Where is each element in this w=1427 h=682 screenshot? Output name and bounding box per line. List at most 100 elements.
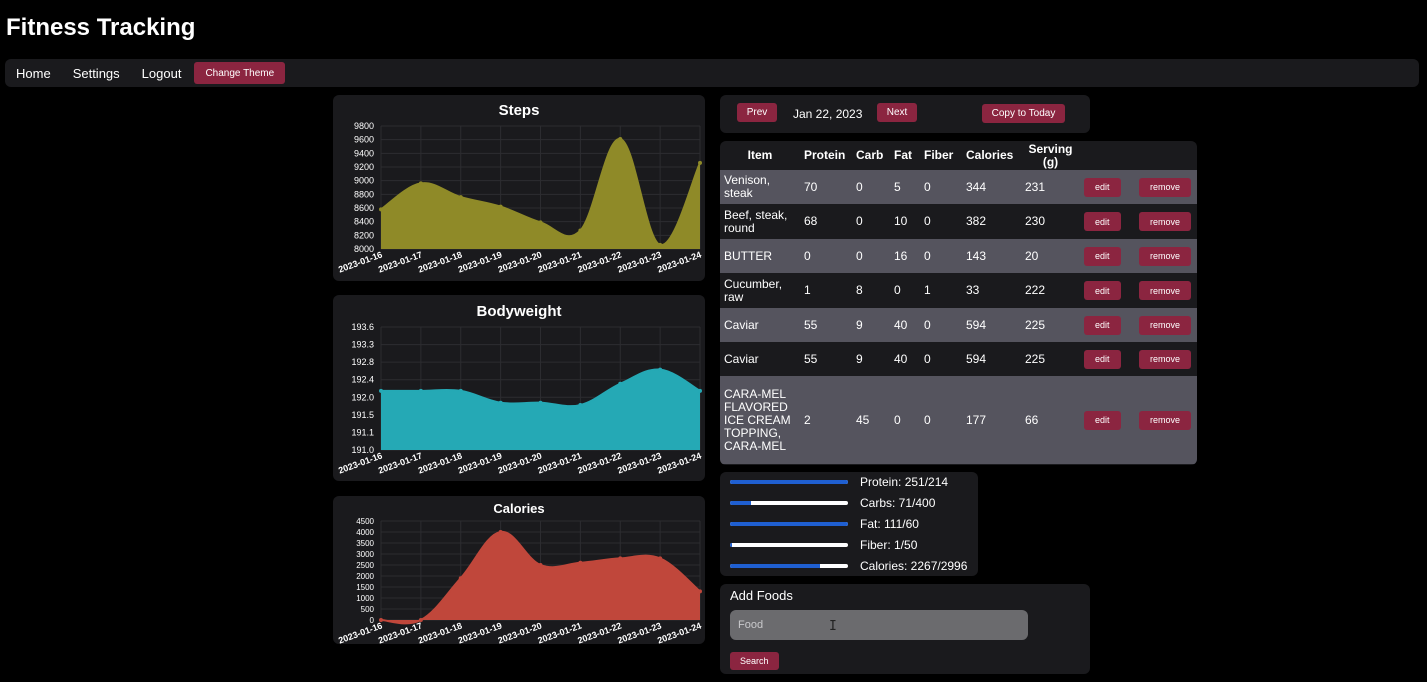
serving-cell: 20	[1025, 248, 1039, 263]
table-row: Venison, steak 70 0 5 0 344 231 edit remove	[720, 170, 1197, 204]
data-point	[698, 589, 702, 594]
table-row: Beef, steak, round 68 0 10 0 382 230 edit remove	[720, 204, 1197, 239]
x-tick-label: 2023-01-18	[417, 450, 464, 475]
data-point	[658, 242, 663, 247]
y-tick-label: 193.3	[351, 340, 374, 350]
remove-button[interactable]: remove	[1139, 212, 1192, 231]
fat-cell: 0	[894, 283, 901, 297]
next-day-button[interactable]: Next	[877, 103, 917, 122]
data-point	[618, 556, 623, 561]
remove-button[interactable]: remove	[1139, 246, 1192, 266]
y-tick-label: 3000	[356, 550, 374, 559]
nav-settings-link[interactable]: Settings	[72, 65, 120, 81]
calories-cell: 344	[966, 179, 987, 194]
y-tick-label: 0	[370, 616, 375, 625]
prev-day-button[interactable]: Prev	[737, 103, 777, 122]
x-tick-label: 2023-01-24	[656, 620, 703, 644]
carb-cell: 0	[856, 179, 863, 194]
series-line	[380, 137, 701, 246]
calories-cell: 594	[966, 317, 987, 332]
remove-button[interactable]: remove	[1139, 281, 1192, 300]
remove-button[interactable]: remove	[1139, 315, 1192, 335]
data-point	[379, 207, 383, 212]
data-point	[538, 220, 543, 225]
x-tick-label: 2023-01-19	[457, 249, 504, 274]
fat-cell: 40	[894, 351, 908, 366]
x-tick-label: 2023-01-18	[417, 249, 464, 274]
x-tick-label: 2023-01-17	[377, 450, 424, 475]
data-point	[698, 160, 702, 165]
data-point	[418, 181, 423, 186]
remove-button[interactable]: remove	[1139, 410, 1192, 430]
x-tick-label: 2023-01-20	[496, 249, 543, 274]
x-tick-label: 2023-01-21	[536, 620, 583, 644]
edit-button[interactable]: edit	[1084, 349, 1121, 369]
edit-button[interactable]: edit	[1084, 281, 1121, 300]
x-tick-label: 2023-01-20	[496, 620, 543, 644]
data-point	[498, 400, 503, 405]
data-point	[658, 556, 663, 561]
carb-cell: 9	[856, 317, 863, 332]
x-tick-label: 2023-01-21	[536, 450, 583, 475]
calories-chart: 4500400035003000250020001500100050002023…	[337, 517, 703, 644]
copy-to-today-button[interactable]: Copy to Today	[982, 104, 1065, 123]
data-point	[418, 388, 423, 393]
item-cell: BUTTER	[724, 248, 772, 263]
fat-progress-bar	[730, 522, 848, 526]
food-search-input[interactable]	[730, 610, 1028, 640]
edit-button[interactable]: edit	[1084, 212, 1121, 231]
data-point	[658, 367, 663, 372]
protein-progress-bar	[730, 480, 848, 484]
area-series	[381, 138, 700, 249]
fat-cell: 16	[894, 248, 908, 263]
y-tick-label: 192.4	[351, 375, 374, 385]
edit-button[interactable]: edit	[1084, 177, 1121, 197]
nav-home-link[interactable]: Home	[16, 65, 51, 81]
edit-button[interactable]: edit	[1084, 246, 1121, 266]
area-series	[381, 369, 700, 450]
y-tick-label: 9600	[354, 135, 374, 145]
fat-progress-label: Fat: 111/60	[860, 517, 919, 531]
text-cursor-icon: I	[829, 619, 837, 634]
calories-chart-title: Calories	[493, 501, 545, 516]
calories-cell: 382	[966, 214, 987, 228]
change-theme-button[interactable]: Change Theme	[194, 62, 286, 84]
carb-cell: 8	[856, 283, 863, 297]
macro-fiber: Fiber: 1/50	[730, 537, 917, 553]
edit-button[interactable]: edit	[1084, 410, 1121, 430]
y-tick-label: 1500	[356, 583, 374, 592]
serving-cell: 225	[1025, 317, 1046, 332]
y-tick-label: 9400	[354, 148, 374, 158]
y-tick-label: 8400	[354, 217, 374, 227]
x-tick-label: 2023-01-18	[417, 620, 464, 644]
search-button[interactable]: Search	[730, 652, 779, 670]
x-tick-label: 2023-01-21	[536, 249, 583, 274]
data-point	[498, 204, 503, 209]
macro-fat: Fat: 111/60	[730, 516, 919, 532]
item-cell: Venison, steak	[724, 173, 771, 200]
remove-button[interactable]: remove	[1139, 349, 1192, 369]
current-date: Jan 22, 2023	[793, 107, 863, 121]
x-tick-label: 2023-01-19	[457, 450, 504, 475]
bodyweight-chart: 193.6 193.3 192.8 192.4 192.0 191.5 191.1 191.0…	[337, 322, 703, 476]
serving-cell: 222	[1025, 283, 1046, 297]
protein-progress-label: Protein: 251/214	[860, 475, 949, 489]
data-point	[498, 530, 503, 534]
add-foods-panel: Add Foods I Search	[720, 584, 1090, 674]
table-row: Cucumber, raw 1 8 0 1 33 222 edit remove	[720, 273, 1197, 308]
edit-button[interactable]: edit	[1084, 315, 1121, 335]
y-tick-label: 500	[361, 605, 375, 614]
x-tick-label: 2023-01-22	[576, 450, 623, 475]
carb-cell: 45	[856, 412, 870, 427]
x-tick-label: 2023-01-17	[377, 249, 424, 274]
remove-button[interactable]: remove	[1139, 177, 1192, 197]
protein-cell: 1	[804, 283, 811, 297]
x-tick-label: 2023-01-23	[616, 620, 663, 644]
serving-cell: 230	[1025, 214, 1046, 228]
macro-progress-panel: Protein: 251/214 Carbs: 71/400 Fat: 111/…	[720, 472, 978, 576]
nav-logout-link[interactable]: Logout	[141, 65, 182, 81]
table-row: BUTTER 0 0 16 0 143 20 edit remove	[720, 239, 1197, 273]
fiber-cell: 0	[924, 248, 931, 263]
x-tick-label: 2023-01-16	[337, 620, 384, 644]
fiber-cell: 1	[924, 283, 931, 297]
